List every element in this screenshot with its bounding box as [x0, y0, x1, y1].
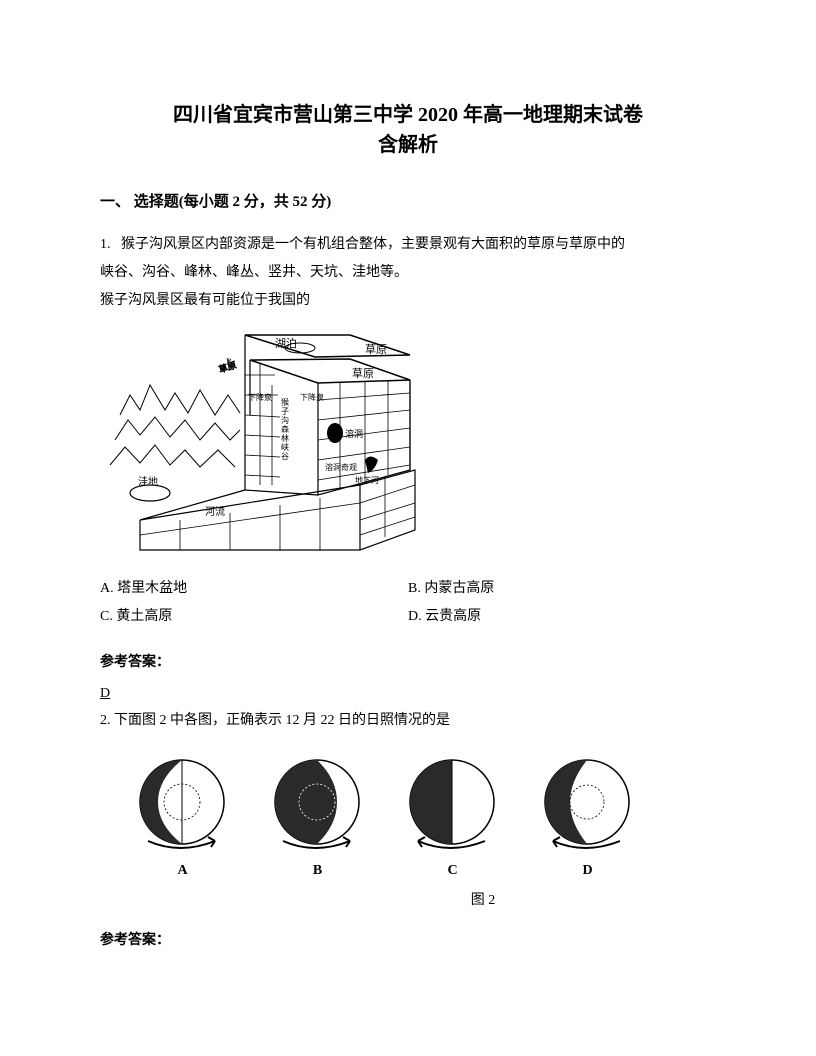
label-grass2: 草原	[352, 367, 374, 380]
q1-answer-label: 参考答案：	[100, 651, 716, 671]
q2-answer-label: 参考答案：	[100, 929, 716, 949]
circle-d: D	[535, 755, 640, 879]
q1-answer: D	[100, 686, 716, 702]
label-spring2: 下降泉	[300, 392, 324, 402]
q1-option-d: D. 云贵高原	[408, 603, 716, 631]
circle-a: A	[130, 755, 235, 879]
q1-diagram: 湖泊 草原 草原	[100, 325, 716, 565]
q2-diagram: A B C	[130, 755, 716, 879]
q1-option-b: B. 内蒙古高原	[408, 575, 716, 603]
title-line1: 四川省宜宾市营山第三中学 2020 年高一地理期末试卷	[100, 100, 716, 130]
q1-option-a: A. 塔里木盆地	[100, 575, 408, 603]
circle-d-label: D	[582, 863, 592, 879]
circle-b-label: B	[313, 863, 322, 879]
label-spring1: 下降泉	[248, 392, 272, 402]
question-1: 1. 猴子沟风景区内部资源是一个有机组合整体，主要景观有大面积的草原与草原中的 …	[100, 231, 716, 315]
label-river: 河流	[205, 505, 225, 518]
label-grass1: 草原	[365, 343, 387, 356]
q1-line1: 1. 猴子沟风景区内部资源是一个有机组合整体，主要景观有大面积的草原与草原中的	[100, 231, 716, 259]
label-cave: 溶洞	[345, 428, 363, 439]
circle-c: C	[400, 755, 505, 879]
q1-option-c: C. 黄土高原	[100, 603, 408, 631]
q1-line2: 峡谷、沟谷、峰林、峰丛、竖井、天坑、洼地等。	[100, 259, 716, 287]
title-line2: 含解析	[100, 130, 716, 160]
circle-c-label: C	[447, 863, 457, 879]
circle-a-label: A	[177, 863, 187, 879]
question-2: 2. 下面图 2 中各图，正确表示 12 月 22 日的日照情况的是	[100, 707, 716, 735]
q2-text: 2. 下面图 2 中各图，正确表示 12 月 22 日的日照情况的是	[100, 707, 716, 735]
fig2-label: 图 2	[250, 889, 716, 909]
page-title: 四川省宜宾市营山第三中学 2020 年高一地理期末试卷 含解析	[100, 100, 716, 160]
circle-b: B	[265, 755, 370, 879]
svg-text:草原: 草原	[217, 359, 238, 375]
q1-line3: 猴子沟风景区最有可能位于我国的	[100, 287, 716, 315]
label-depression: 洼地	[138, 475, 158, 488]
q1-options-row1: A. 塔里木盆地 B. 内蒙古高原	[100, 575, 716, 603]
label-cave2: 溶洞奇观	[325, 462, 357, 472]
label-underground: 地下河	[355, 475, 379, 485]
section-heading: 一、 选择题(每小题 2 分，共 52 分)	[100, 190, 716, 211]
label-monkey: 猴 子 沟 森 林 峡 谷	[281, 398, 291, 461]
q1-options-row2: C. 黄土高原 D. 云贵高原	[100, 603, 716, 631]
